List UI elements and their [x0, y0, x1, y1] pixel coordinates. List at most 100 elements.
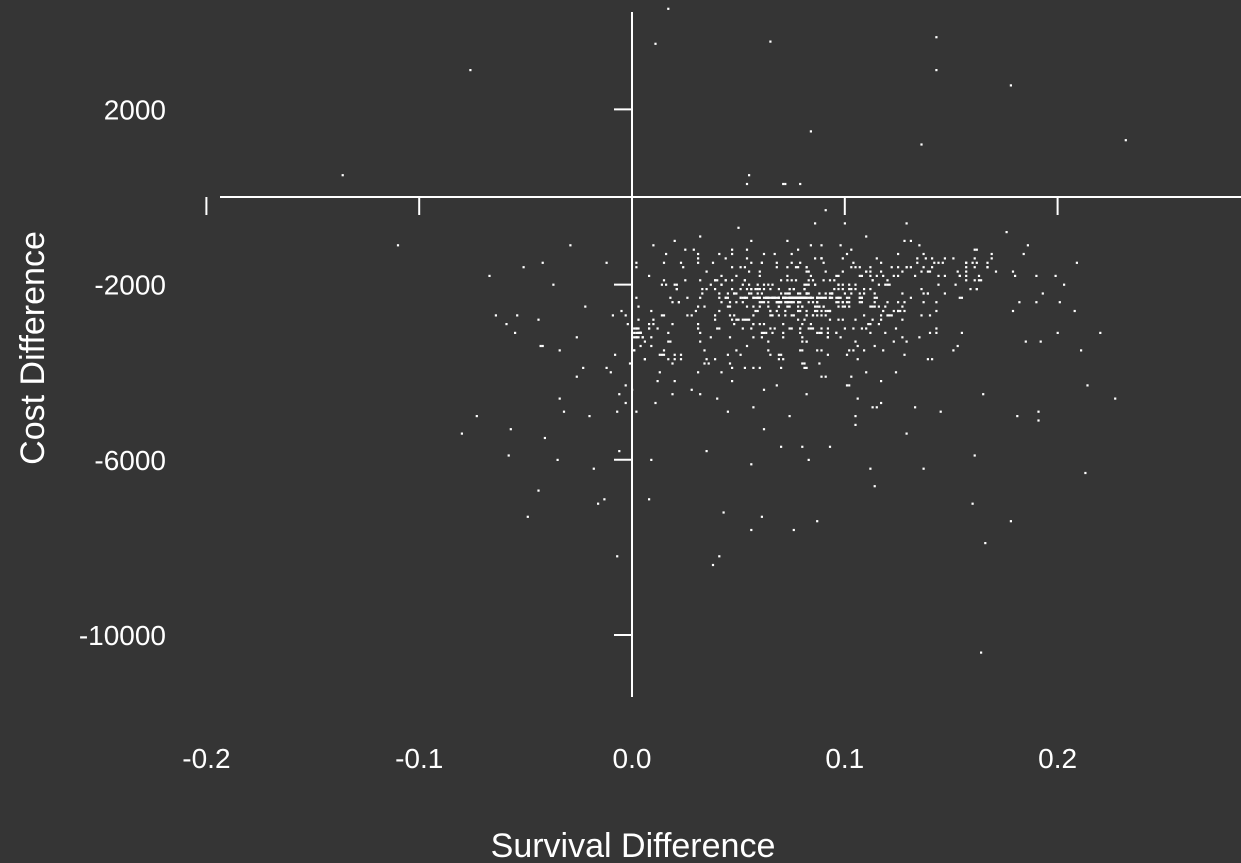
data-point	[845, 252, 849, 256]
data-point	[750, 463, 753, 466]
data-point	[767, 283, 770, 286]
data-point	[799, 309, 802, 313]
data-point	[807, 279, 810, 282]
data-point	[803, 283, 806, 286]
data-point	[1009, 520, 1012, 523]
data-point	[841, 305, 844, 308]
data-point	[897, 252, 900, 256]
data-point	[780, 366, 783, 369]
data-point	[837, 305, 840, 308]
data-point	[760, 292, 763, 295]
data-point	[877, 283, 880, 286]
data-point	[901, 318, 904, 321]
data-point	[1009, 84, 1012, 87]
data-point	[667, 7, 670, 10]
data-point	[648, 498, 651, 501]
data-point	[743, 296, 746, 299]
data-point	[762, 288, 766, 291]
data-point	[805, 266, 808, 269]
data-point	[843, 222, 846, 225]
data-point	[807, 292, 810, 295]
data-point	[937, 283, 940, 286]
data-point	[703, 349, 706, 352]
data-point	[733, 314, 736, 317]
data-point	[775, 266, 778, 269]
data-point	[822, 279, 825, 282]
data-point	[820, 309, 823, 313]
data-point	[858, 274, 861, 277]
data-point	[850, 288, 853, 291]
data-point	[754, 288, 757, 291]
data-point	[633, 336, 636, 339]
data-point	[760, 515, 763, 518]
data-point	[820, 331, 823, 334]
data-point	[679, 358, 683, 361]
data-point	[620, 309, 623, 313]
data-point	[801, 349, 804, 352]
data-point	[605, 261, 608, 264]
data-point	[667, 331, 670, 334]
data-point	[886, 301, 889, 304]
data-point	[845, 296, 849, 299]
data-point	[720, 371, 723, 374]
data-point	[643, 340, 646, 343]
data-point	[724, 296, 727, 299]
data-point	[814, 305, 817, 308]
data-point	[818, 292, 821, 295]
data-point	[705, 270, 708, 273]
data-point	[720, 274, 723, 277]
data-point	[650, 458, 653, 461]
y-tick-label: 2000	[104, 94, 166, 125]
data-point	[897, 309, 900, 313]
data-point	[975, 288, 978, 291]
data-point	[745, 288, 749, 291]
data-point	[799, 292, 802, 295]
data-point	[818, 331, 821, 334]
data-point	[780, 301, 783, 304]
data-point	[777, 288, 780, 291]
data-point	[824, 314, 827, 317]
data-point	[750, 288, 753, 291]
data-point	[848, 384, 851, 387]
data-point	[718, 296, 721, 299]
data-point	[656, 327, 659, 330]
data-point	[937, 261, 940, 264]
data-point	[805, 314, 808, 317]
data-point	[980, 279, 983, 282]
data-point	[843, 305, 846, 308]
data-point	[958, 274, 961, 277]
data-point	[841, 270, 844, 273]
data-point	[690, 314, 693, 317]
data-point	[743, 279, 746, 282]
data-point	[916, 261, 919, 264]
data-point	[880, 314, 883, 317]
data-point	[728, 305, 732, 308]
data-point	[975, 248, 978, 251]
data-point	[1086, 384, 1089, 387]
data-point	[799, 331, 802, 334]
data-point	[790, 301, 793, 304]
data-point	[716, 327, 719, 330]
data-point	[784, 292, 787, 295]
data-point	[777, 353, 780, 356]
data-point	[726, 410, 729, 413]
data-point	[745, 182, 749, 186]
x-tick-label: 0.2	[1038, 743, 1077, 774]
data-point	[750, 292, 753, 295]
data-point	[737, 226, 740, 229]
data-point	[699, 331, 702, 334]
data-point	[697, 252, 700, 256]
data-point	[820, 257, 823, 260]
data-point	[892, 274, 895, 277]
data-point	[697, 261, 700, 264]
data-point	[762, 252, 766, 256]
data-point	[797, 301, 800, 304]
data-point	[880, 401, 883, 405]
data-point	[780, 353, 783, 356]
data-point	[758, 366, 761, 369]
data-point	[724, 257, 727, 260]
data-point	[877, 305, 880, 308]
data-point	[914, 406, 917, 409]
data-points	[341, 7, 1127, 654]
data-point	[731, 366, 734, 369]
